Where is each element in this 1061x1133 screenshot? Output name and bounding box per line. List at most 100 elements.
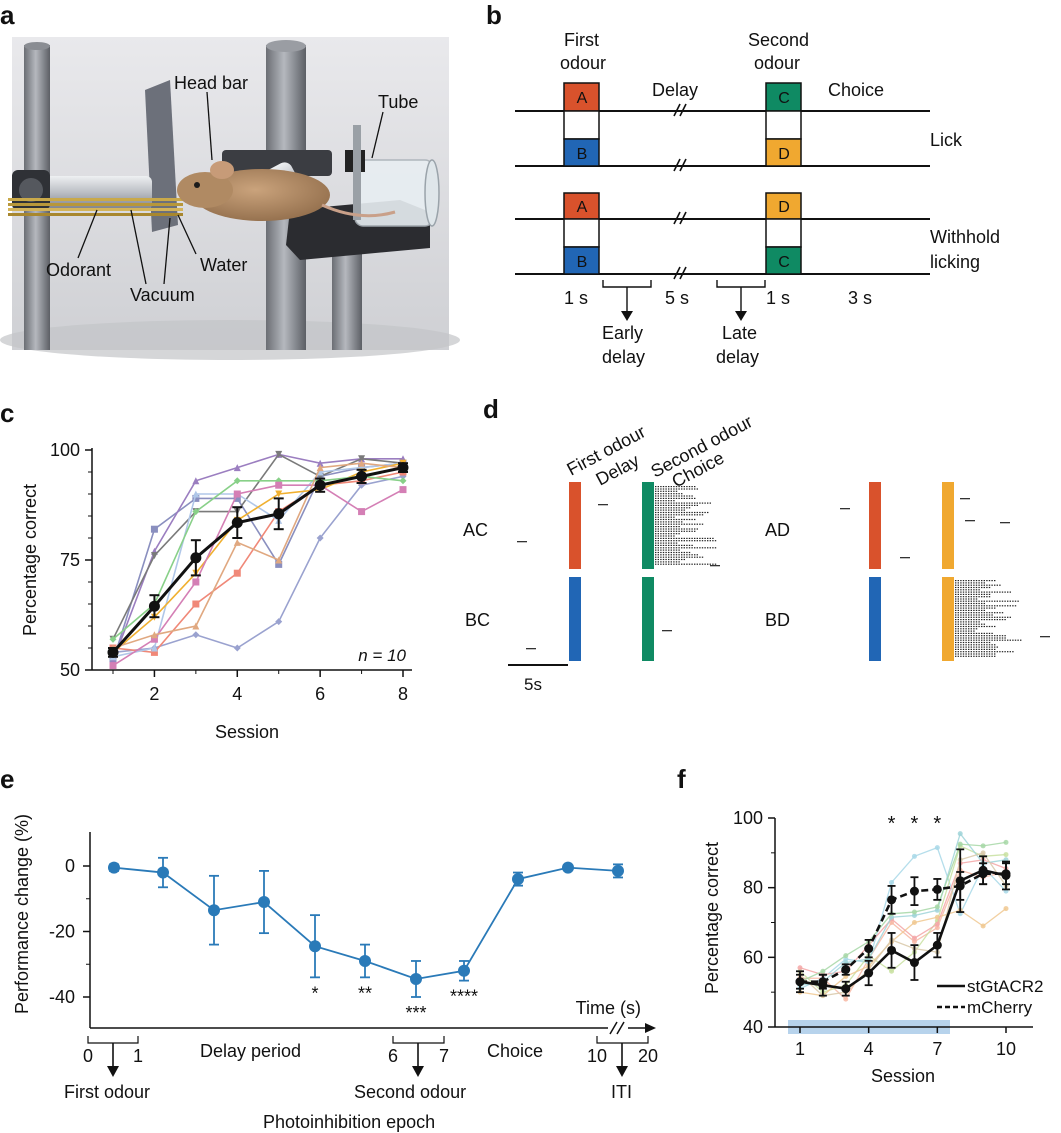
- lick-tick: [665, 544, 667, 546]
- x-tick-label: 7: [932, 1039, 942, 1059]
- lick-tick: [683, 528, 685, 530]
- individual-trace: [799, 859, 1007, 976]
- lick-tick: [975, 653, 978, 655]
- lick-tick: [955, 593, 957, 595]
- lick-tick: [655, 523, 657, 525]
- lick-tick: [662, 516, 665, 518]
- individual-point: [843, 996, 849, 1002]
- lick-tick: [655, 486, 657, 488]
- lick-tick: [681, 523, 683, 525]
- lick-tick: [665, 511, 667, 514]
- lick-tick: [704, 511, 706, 514]
- lick-tick: [986, 619, 988, 621]
- lick-tick: [696, 504, 698, 506]
- x-tick-label: 4: [864, 1039, 874, 1059]
- lick-tick: [960, 639, 962, 641]
- lick-tick: [975, 625, 978, 628]
- lick-tick: [709, 537, 711, 539]
- individual-point: [980, 923, 986, 929]
- lick-tick: [981, 641, 983, 644]
- series-mCherry: [795, 862, 1011, 990]
- lick-tick: [988, 591, 991, 593]
- lick-tick: [655, 549, 657, 551]
- lick-tick: [678, 530, 680, 532]
- lick-tick: [970, 593, 972, 595]
- lick-tick: [955, 632, 957, 634]
- lick-tick: [673, 554, 675, 556]
- lick-tick: [975, 628, 978, 630]
- lick-tick: [668, 493, 670, 495]
- header-second-line2: odour: [754, 53, 800, 73]
- lick-tick: [678, 558, 680, 561]
- lick-tick: [673, 497, 675, 499]
- lick-tick: [657, 554, 659, 556]
- lick-tick: [662, 495, 665, 497]
- condition-BC: BC: [465, 610, 490, 630]
- lick-tick: [981, 591, 983, 593]
- lick-tick: [665, 549, 667, 551]
- lick-tick: [965, 586, 967, 589]
- lick-tick: [955, 605, 957, 607]
- lick-tick: [686, 511, 688, 514]
- odour-A-2: A: [577, 199, 588, 216]
- lick-tick: [691, 497, 693, 499]
- lick-tick: [957, 589, 959, 591]
- lick-tick: [968, 655, 970, 657]
- lick-tick: [712, 547, 714, 549]
- lick-tick: [973, 616, 975, 618]
- lick-tick: [960, 614, 962, 616]
- lick-tick: [983, 646, 985, 648]
- y-tick-label: 40: [743, 1017, 763, 1037]
- data-point: [208, 904, 220, 917]
- lick-tick: [1004, 591, 1006, 593]
- lick-tick: [670, 533, 672, 535]
- lick-tick: [981, 593, 983, 595]
- lick-tick: [662, 507, 665, 509]
- lick-tick: [978, 612, 980, 614]
- lick-tick: [991, 607, 993, 609]
- lick-tick: [655, 561, 657, 563]
- lick-tick: [696, 511, 698, 514]
- lick-tick: [662, 561, 665, 563]
- lick-tick: [1012, 639, 1014, 641]
- lick-tick: [657, 561, 659, 563]
- outcome-lick: Lick: [930, 130, 963, 150]
- odour-D-1: D: [778, 146, 790, 163]
- lick-tick: [657, 549, 659, 551]
- lick-tick: [694, 486, 696, 488]
- lick-tick: [970, 646, 972, 648]
- lick-tick: [986, 614, 988, 616]
- individual-point: [934, 921, 940, 927]
- lick-tick: [670, 528, 672, 530]
- panel-letter-f: f: [677, 764, 686, 794]
- lick-tick: [960, 582, 962, 584]
- data-point: [157, 866, 169, 879]
- lick-tick: [686, 556, 688, 558]
- lick-tick: [960, 648, 962, 650]
- panel-letter-e: e: [0, 764, 14, 794]
- individual-point: [911, 935, 917, 941]
- lick-tick: [965, 600, 967, 602]
- raster-BD-first: [869, 577, 881, 661]
- lick-tick: [986, 591, 988, 593]
- lick-tick: [1009, 591, 1011, 593]
- data-point: [233, 490, 241, 498]
- lick-tick: [1004, 651, 1006, 653]
- mean-point: [932, 884, 942, 894]
- lick-tick: [978, 607, 980, 609]
- lick-tick: [965, 623, 967, 625]
- lick-tick: [962, 651, 965, 653]
- lick-tick: [673, 549, 675, 551]
- lick-tick: [960, 598, 962, 600]
- chart-c-ylabel: Percentage correct: [20, 484, 40, 636]
- lick-tick: [983, 580, 985, 582]
- significance-marker: *: [933, 813, 941, 835]
- lick-tick: [978, 584, 980, 586]
- lick-tick: [688, 497, 691, 499]
- lick-tick: [957, 609, 959, 611]
- stray-lick: [1000, 522, 1010, 524]
- lick-tick: [975, 616, 978, 618]
- lick-tick: [665, 535, 667, 537]
- lick-tick: [662, 523, 665, 525]
